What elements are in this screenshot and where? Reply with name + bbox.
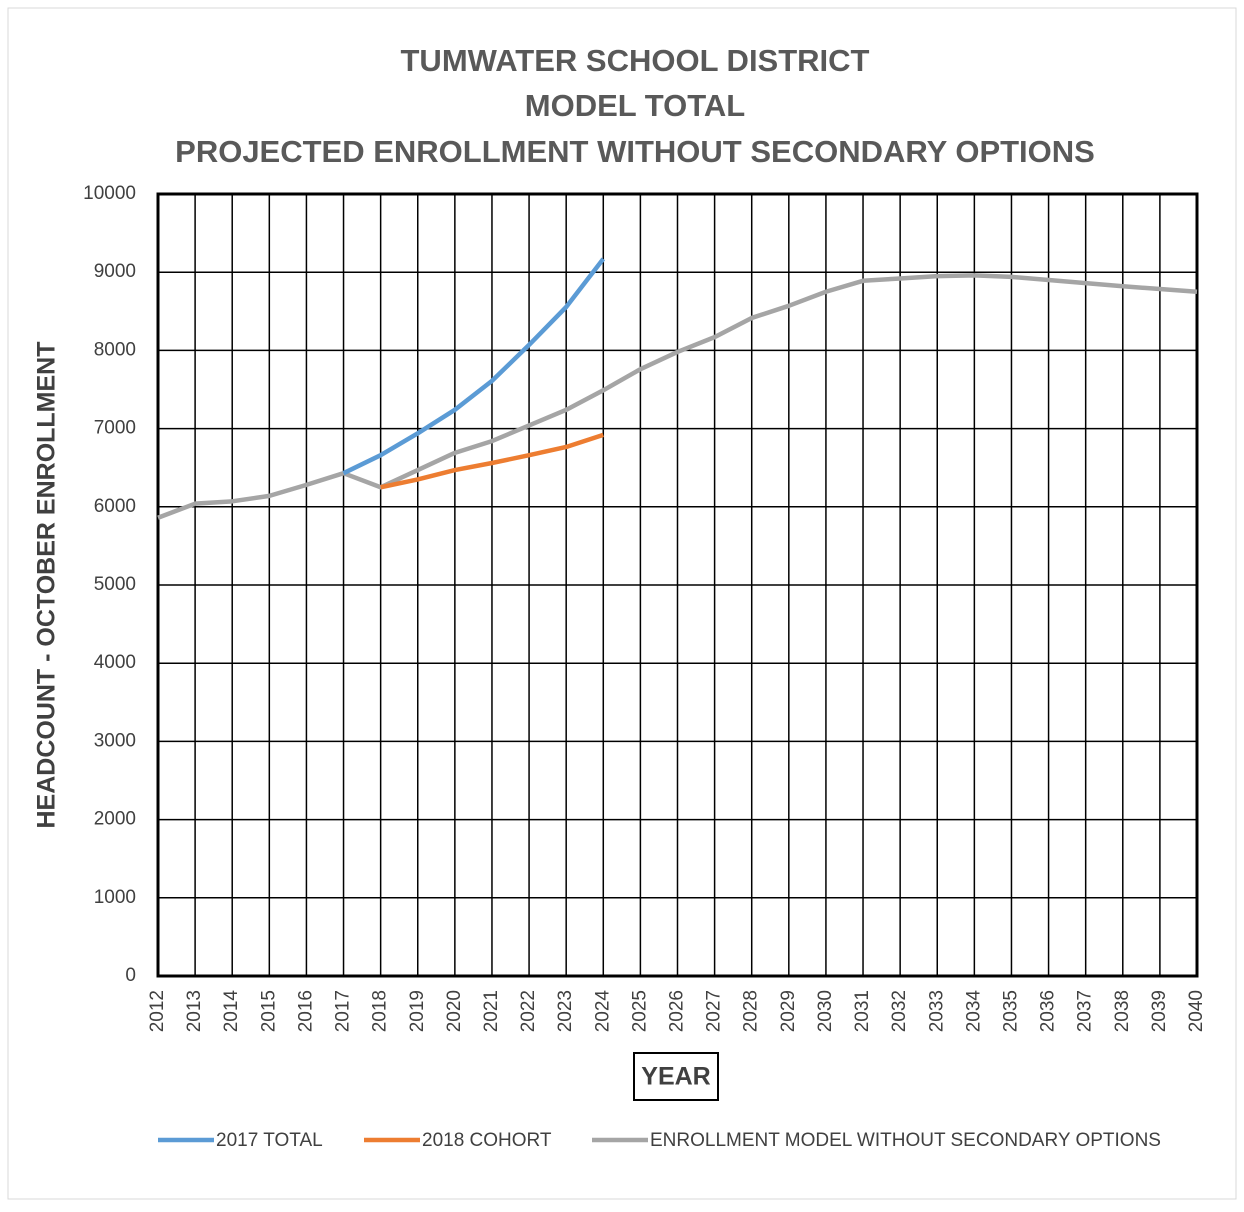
legend-label: 2018 COHORT [422,1130,552,1151]
x-tick-label: 2029 [778,990,799,1032]
plot-border [156,192,1199,978]
x-tick-label: 2037 [1075,990,1096,1032]
x-tick-label: 2013 [184,990,205,1032]
x-tick-label: 2027 [704,990,725,1032]
y-tick-label: 10000 [83,183,136,204]
x-tick-label: 2039 [1149,990,1170,1032]
chart-title: TUMWATER SCHOOL DISTRICT [401,43,870,78]
y-tick-label: 9000 [94,261,136,282]
y-tick-label: 7000 [94,418,136,439]
y-axis-label: HEADCOUNT - OCTOBER ENROLLMENT [33,341,61,828]
x-tick-label: 2038 [1112,990,1133,1032]
x-tick-label: 2034 [963,990,984,1033]
x-tick-label: 2030 [815,990,836,1032]
x-tick-label: 2023 [555,990,576,1032]
x-tick-label: 2012 [147,990,168,1032]
legend-label: ENROLLMENT MODEL WITHOUT SECONDARY OPTIO… [650,1130,1161,1151]
x-tick-label: 2020 [444,990,465,1032]
chart-frame [7,7,1237,1200]
legend-label: 2017 TOTAL [216,1130,323,1151]
y-tick-label: 2000 [94,809,136,830]
x-tick-label: 2036 [1038,990,1059,1032]
x-tick-label: 2024 [592,990,613,1033]
x-tick-label: 2015 [258,990,279,1032]
x-tick-label: 2018 [370,990,391,1032]
y-tick-label: 3000 [94,730,136,751]
x-tick-label: 2025 [629,990,650,1032]
x-tick-label: 2021 [481,990,502,1032]
x-tick-label: 2026 [667,990,688,1032]
y-tick-label: 4000 [94,652,136,673]
y-tick-label: 6000 [94,496,136,517]
x-tick-label: 2040 [1186,990,1207,1032]
y-tick-label: 1000 [94,887,136,908]
x-tick-label: 2035 [1000,990,1021,1032]
series-line [380,432,604,490]
x-tick-label: 2016 [295,990,316,1032]
x-axis-label-box [633,1052,719,1101]
x-tick-label: 2014 [221,990,242,1033]
x-tick-label: 2032 [889,990,910,1032]
chart-title: PROJECTED ENROLLMENT WITHOUT SECONDARY O… [175,134,1095,169]
y-tick-label: 5000 [94,574,136,595]
series-line [157,273,1198,520]
x-tick-label: 2028 [741,990,762,1032]
series-line [342,257,606,476]
x-tick-label: 2019 [407,990,428,1032]
y-tick-label: 8000 [94,339,136,360]
y-tick-label: 0 [125,965,136,986]
chart-title: MODEL TOTAL [525,88,745,123]
x-axis-label: YEAR [641,1063,710,1091]
x-tick-label: 2017 [333,990,354,1032]
x-tick-label: 2022 [518,990,539,1032]
x-tick-label: 2033 [926,990,947,1032]
x-tick-label: 2031 [852,990,873,1032]
